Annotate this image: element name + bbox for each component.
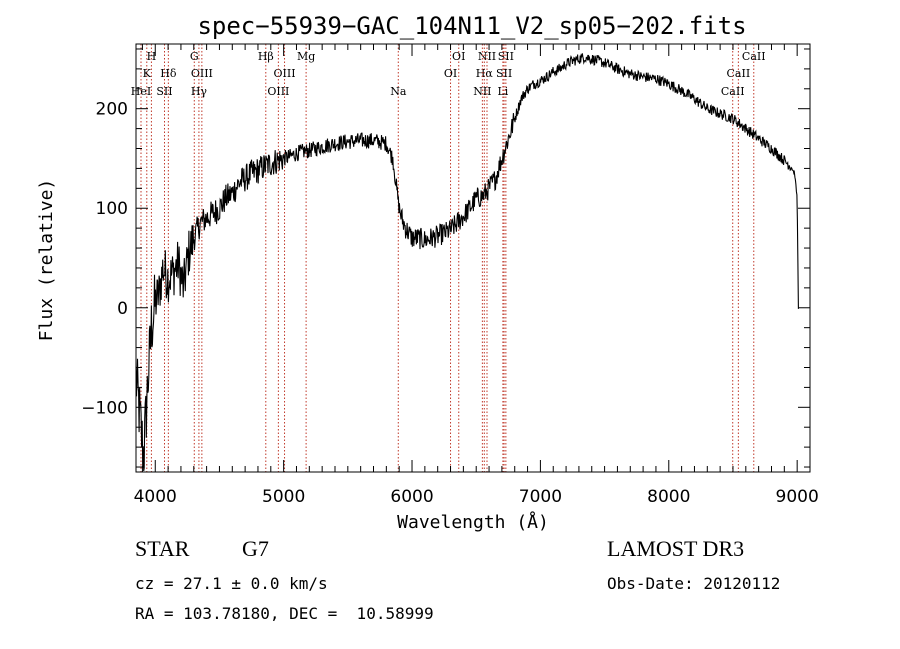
line-label-13: Hα <box>476 67 494 80</box>
line-label-7: CaII <box>742 50 766 63</box>
line-label-6: SII <box>498 50 514 63</box>
y-tick-label-2: 100 <box>96 199 128 219</box>
line-label-10: OIII <box>191 67 213 80</box>
line-label-23: CaII <box>721 85 745 98</box>
axis-ticks <box>136 44 811 472</box>
y-tick-label-3: 200 <box>96 100 128 120</box>
coordinates-line: RA = 103.78180, DEC = 10.58999 <box>135 604 434 623</box>
line-label-1: G <box>190 50 199 63</box>
y-tick-label-1: 0 <box>117 299 128 319</box>
line-label-9: Hδ <box>160 67 177 80</box>
line-label-20: Na <box>390 85 407 98</box>
line-label-0: H <box>147 50 157 63</box>
line-label-4: OI <box>452 50 465 63</box>
line-label-17: SII <box>156 85 172 98</box>
line-label-14: SII <box>496 67 512 80</box>
line-label-12: OI <box>444 67 457 80</box>
x-tick-label-5: 9000 <box>776 487 819 507</box>
obs-date-line: Obs-Date: 20120112 <box>607 574 781 593</box>
line-label-2: Hβ <box>258 50 274 63</box>
x-axis-label: Wavelength (Å) <box>397 511 549 533</box>
flux-series <box>135 53 799 472</box>
line-label-21: NII <box>473 85 491 98</box>
line-label-5: NII <box>478 50 496 63</box>
chart-title: spec−55939−GAC_104N11_V2_sp05−202.fits <box>197 12 746 40</box>
object-subclass: G7 <box>242 536 269 561</box>
line-label-3: Mg <box>297 50 315 63</box>
x-tick-label-3: 7000 <box>519 487 562 507</box>
redshift-line: cz = 27.1 ± 0.0 km/s <box>135 574 328 593</box>
plot-frame <box>135 43 811 473</box>
line-label-11: OIII <box>274 67 296 80</box>
line-label-16: HeI <box>131 85 151 98</box>
y-tick-label-0: −100 <box>81 398 128 418</box>
x-tick-label-2: 6000 <box>390 487 433 507</box>
line-label-15: CaII <box>727 67 751 80</box>
line-label-8: K <box>143 67 152 80</box>
tick-labels: 4000 5000 6000 7000 8000 9000 −100 0 100 200 <box>81 100 818 507</box>
y-axis-label: Flux (relative) <box>36 179 57 342</box>
line-label-19: OIII <box>267 85 289 98</box>
x-tick-label-1: 5000 <box>262 487 305 507</box>
line-label-22: Li <box>497 85 508 98</box>
survey-name: LAMOST DR3 <box>607 536 745 561</box>
x-tick-label-4: 8000 <box>647 487 690 507</box>
object-class: STAR <box>135 536 190 561</box>
flux-line <box>135 53 799 472</box>
line-label-18: Hγ <box>191 85 208 98</box>
x-tick-label-0: 4000 <box>134 487 177 507</box>
